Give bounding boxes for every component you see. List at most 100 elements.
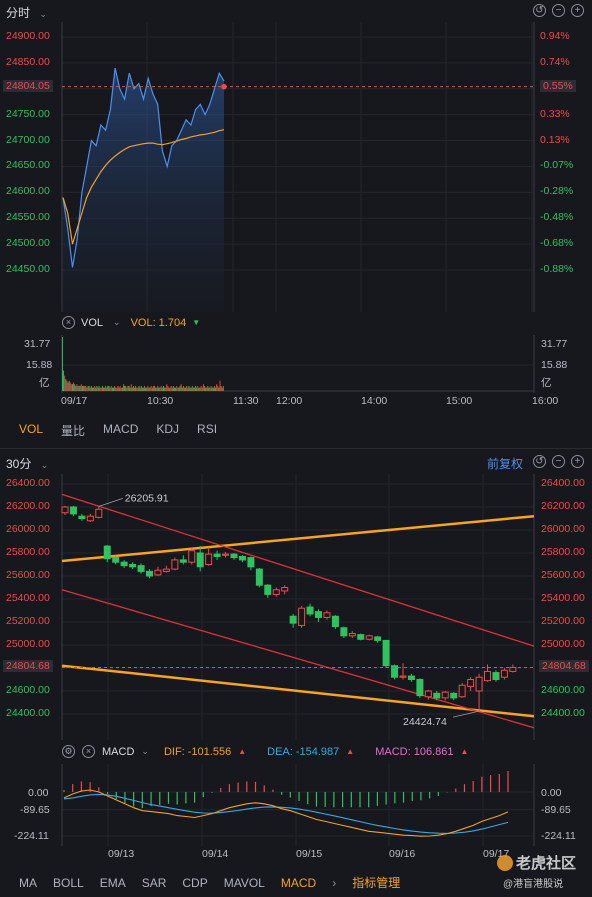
volume-bar bbox=[78, 385, 80, 391]
reset-icon[interactable]: ↺ bbox=[533, 4, 546, 17]
price-tick: 24450.00 bbox=[6, 263, 50, 275]
volume-bar bbox=[103, 387, 104, 391]
volume-bar bbox=[94, 385, 96, 391]
date-tick: 09/14 bbox=[202, 848, 229, 860]
volume-bar bbox=[212, 387, 214, 391]
zoom-out-icon[interactable]: − bbox=[552, 4, 565, 17]
tab-macd[interactable]: MACD bbox=[103, 422, 139, 436]
macd-indicator-name[interactable]: MACD bbox=[102, 745, 135, 758]
candle-body bbox=[509, 666, 517, 672]
volume-bar bbox=[89, 387, 91, 391]
volume-bar bbox=[120, 387, 122, 391]
volume-bar bbox=[164, 387, 165, 391]
candle-body bbox=[247, 557, 255, 568]
tab-volume-ratio[interactable]: 量比 bbox=[61, 424, 86, 438]
volume-bar bbox=[87, 385, 89, 391]
low-label: 24424.74 bbox=[403, 716, 447, 728]
tab-vol[interactable]: VOL bbox=[19, 422, 44, 436]
volume-bar bbox=[218, 387, 220, 391]
indicator-manage-button[interactable]: 指标管理 bbox=[352, 876, 401, 890]
kline-price-tick-right: 24600.00 bbox=[541, 684, 585, 696]
volume-bar bbox=[197, 385, 199, 391]
kline-chart[interactable]: 26205.91 24424.74 bbox=[0, 474, 592, 740]
chevron-down-icon: ⌄ bbox=[39, 9, 47, 19]
volume-bar bbox=[190, 387, 192, 391]
tab-boll[interactable]: BOLL bbox=[53, 875, 84, 890]
volume-bar bbox=[135, 385, 137, 391]
period-selector[interactable]: 分时 ⌄ bbox=[6, 4, 47, 21]
macd-chart[interactable] bbox=[0, 764, 592, 846]
volume-bar bbox=[166, 384, 168, 391]
volume-bar bbox=[176, 385, 178, 391]
volume-chart[interactable] bbox=[0, 335, 592, 393]
candle-body bbox=[255, 568, 263, 586]
close-icon[interactable]: × bbox=[62, 316, 75, 329]
watermark-brand: 老虎社区 bbox=[516, 855, 577, 872]
tab-ma[interactable]: MA bbox=[19, 875, 37, 890]
volume-bar bbox=[114, 385, 116, 391]
candle-body bbox=[357, 634, 365, 640]
kline-indicator-tabs: MA BOLL EMA SAR CDP MAVOL MACD › 指标管理 bbox=[19, 874, 400, 891]
volume-bar bbox=[119, 385, 121, 391]
time-tick: 11:30 bbox=[233, 395, 259, 407]
settings-icon[interactable]: ⚙ bbox=[62, 745, 75, 758]
date-tick: 09/15 bbox=[296, 848, 323, 860]
vol-indicator-name[interactable]: VOL bbox=[81, 316, 104, 329]
tab-rsi[interactable]: RSI bbox=[197, 422, 218, 436]
volume-bar bbox=[192, 387, 194, 391]
tab-kdj[interactable]: KDJ bbox=[156, 422, 180, 436]
volume-bar bbox=[104, 387, 106, 391]
kline-price-tick: 24600.00 bbox=[6, 684, 50, 696]
volume-bar bbox=[144, 385, 146, 391]
reset-icon[interactable]: ↺ bbox=[533, 455, 546, 468]
volume-bar bbox=[68, 380, 70, 391]
chevron-down-icon: ⌄ bbox=[40, 460, 49, 470]
adjust-selector[interactable]: 前复权 bbox=[487, 457, 524, 471]
chevron-down-icon[interactable]: ⌄ bbox=[113, 317, 121, 327]
zoom-out-icon[interactable]: − bbox=[552, 455, 565, 468]
macd-header: ⚙ × MACD ⌄ DIF: -101.556 ▲ DEA: -154.987… bbox=[62, 745, 468, 758]
candle-body bbox=[306, 606, 314, 615]
volume-bar bbox=[158, 387, 160, 391]
candle-body bbox=[61, 506, 69, 514]
vol-tick-max: 31.77 bbox=[24, 338, 51, 350]
tab-sar[interactable]: SAR bbox=[141, 875, 167, 890]
volume-bar bbox=[184, 387, 185, 391]
tab-ema[interactable]: EMA bbox=[99, 875, 126, 890]
candle-body bbox=[154, 569, 162, 576]
candle-body bbox=[171, 559, 179, 570]
volume-bar bbox=[115, 387, 117, 391]
macd-tick-right: -89.65 bbox=[541, 804, 571, 816]
volume-bar bbox=[201, 387, 203, 391]
volume-bar bbox=[127, 385, 129, 391]
pct-tick: -0.48% bbox=[540, 211, 574, 224]
tab-cdp[interactable]: CDP bbox=[182, 875, 208, 890]
close-icon[interactable]: × bbox=[82, 745, 95, 758]
intraday-chart[interactable] bbox=[0, 22, 592, 312]
chevron-down-icon[interactable]: ⌄ bbox=[141, 746, 149, 756]
volume-bar bbox=[165, 387, 167, 391]
volume-bar bbox=[152, 385, 154, 391]
volume-bar bbox=[93, 387, 94, 391]
kline-period-selector[interactable]: 30分 ⌄ bbox=[6, 455, 48, 472]
volume-bar bbox=[116, 387, 118, 391]
candle-body bbox=[137, 565, 145, 572]
zoom-in-icon[interactable]: + bbox=[571, 455, 584, 468]
chevron-right-icon[interactable]: › bbox=[332, 875, 337, 890]
volume-bar bbox=[141, 387, 143, 391]
volume-bar bbox=[156, 387, 158, 391]
tab-macd-bottom[interactable]: MACD bbox=[280, 875, 317, 890]
pct-tick: -0.07% bbox=[540, 159, 574, 172]
volume-bar bbox=[162, 385, 164, 391]
candle-body bbox=[348, 633, 356, 637]
zoom-in-icon[interactable]: + bbox=[571, 4, 584, 17]
volume-bar bbox=[157, 385, 159, 391]
volume-bar bbox=[208, 387, 210, 391]
tab-mavol[interactable]: MAVOL bbox=[223, 875, 265, 890]
intraday-indicator-tabs: VOL 量比 MACD KDJ RSI bbox=[19, 422, 217, 439]
candle-body bbox=[433, 692, 441, 699]
volume-bar bbox=[81, 385, 83, 391]
volume-bar bbox=[96, 385, 98, 391]
watermark: 老虎社区 @港盲港股说 bbox=[497, 852, 576, 890]
candle-body bbox=[281, 587, 289, 592]
